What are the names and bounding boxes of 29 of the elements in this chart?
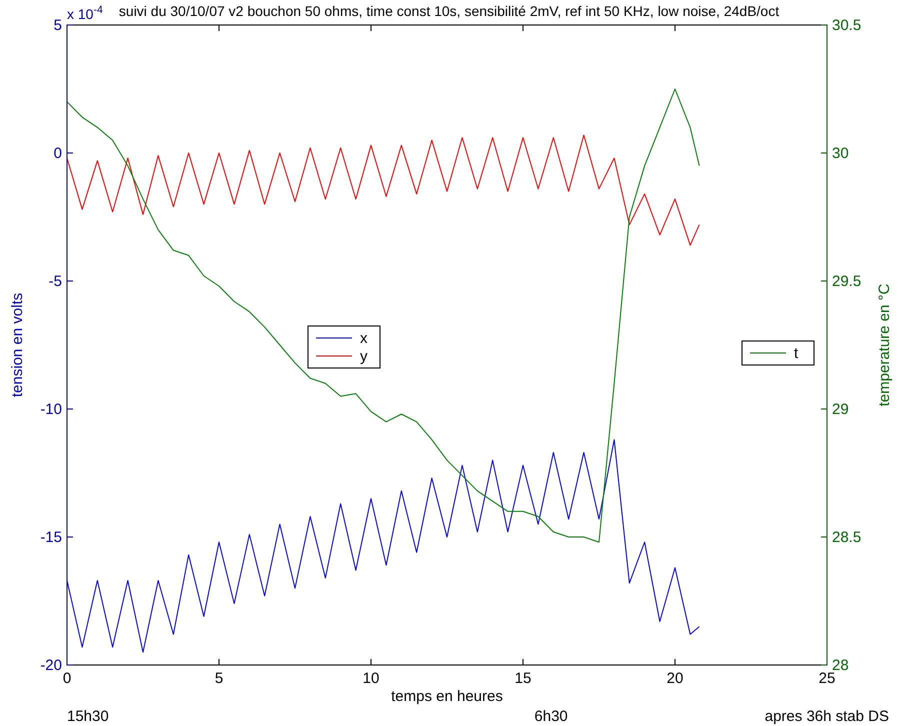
x-tick-label: 10 [362, 670, 380, 687]
y2-tick-label: 30 [832, 145, 849, 162]
y-tick-label: 5 [54, 17, 62, 34]
y2-tick-label: 28.5 [832, 529, 862, 546]
x-axis-title: temps en heures [391, 688, 503, 705]
legend-label: t [794, 345, 799, 362]
line-series [66, 88, 700, 543]
y-tick-label: -20 [40, 657, 62, 674]
text: apres 36h stab DS [764, 708, 889, 725]
y2-tick-label: 29.5 [832, 273, 862, 290]
line-series [66, 134, 700, 246]
y2-tick-label: 29 [832, 401, 849, 418]
x-tick-label: 20 [666, 670, 684, 687]
y-tick-label: -5 [48, 273, 62, 290]
y-tick-label: -10 [40, 401, 62, 418]
x-tick-label: 5 [214, 670, 224, 687]
legend-label: y [360, 348, 368, 365]
text: 6h30 [534, 708, 568, 725]
y2-tick-label: 30.5 [832, 17, 862, 34]
text: 15h30 [67, 708, 109, 725]
y-axis-title: tension en volts [9, 292, 26, 398]
line-series [66, 439, 700, 653]
legend-label: x [360, 330, 368, 347]
x-tick-label: 15 [514, 670, 532, 687]
y2-axis-title: temperature en °C [876, 283, 893, 406]
y-tick-label: 0 [54, 145, 62, 162]
chart-title: suivi du 30/10/07 v2 bouchon 50 ohms, time const 10s, sensibilité 2mV, ref int 50 KHz, low noise, 24dB/oct [118, 3, 780, 19]
y-tick-label: -15 [40, 529, 62, 546]
text: x 10$^{-4}$ [67, 4, 103, 22]
